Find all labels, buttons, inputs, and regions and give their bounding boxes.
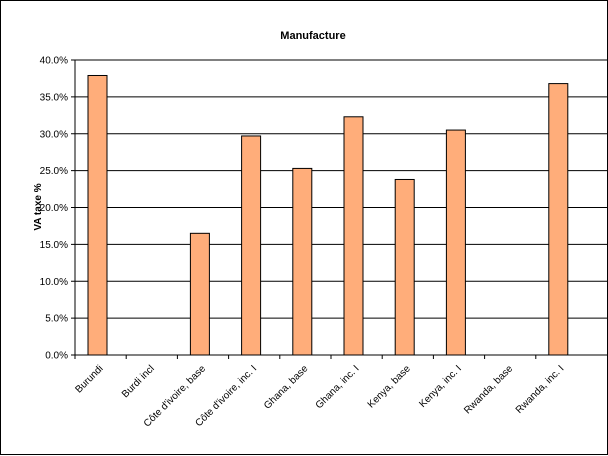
y-tick-label: 40.0% <box>40 56 68 67</box>
bar <box>87 74 108 356</box>
x-tick-label: Burdi incl <box>120 363 157 400</box>
y-tick-label: 20.0% <box>40 203 68 214</box>
grid-lines <box>75 59 608 319</box>
chart-title: Manufacture <box>280 30 345 42</box>
x-tick-label: Kenya, inc. I <box>417 363 464 410</box>
y-tick-label: 10.0% <box>40 277 68 288</box>
y-tick-label: 25.0% <box>40 166 68 177</box>
y-tick-labels: 0.0% 5.0% 10.0% 15.0% 20.0% 25.0% 30.0% 35.0% 40… <box>40 56 68 362</box>
bar <box>241 135 262 356</box>
bars <box>87 74 569 356</box>
x-tick-label: Kenya, base <box>366 363 413 410</box>
y-tick-label: 5.0% <box>45 314 68 325</box>
bar <box>189 232 210 356</box>
y-tick-label: 0.0% <box>45 351 68 362</box>
bar <box>548 83 569 356</box>
bar <box>394 178 415 356</box>
bar <box>343 116 364 356</box>
bar <box>445 129 466 356</box>
x-tick-label: Ghana, base <box>262 363 311 412</box>
x-tick-label: Ghana, inc. I <box>314 363 362 411</box>
x-tick-label: Rwanda, base <box>462 363 515 416</box>
bar <box>292 167 313 356</box>
x-tick-label: Rwanda, inc. I <box>514 363 567 416</box>
y-tick-label: 30.0% <box>40 129 68 140</box>
axes <box>71 59 608 359</box>
x-tick-label: Burundi <box>73 363 105 395</box>
y-axis-label: VA taxe % <box>33 183 44 230</box>
y-tick-label: 15.0% <box>40 240 68 251</box>
y-tick-label: 35.0% <box>40 92 68 103</box>
